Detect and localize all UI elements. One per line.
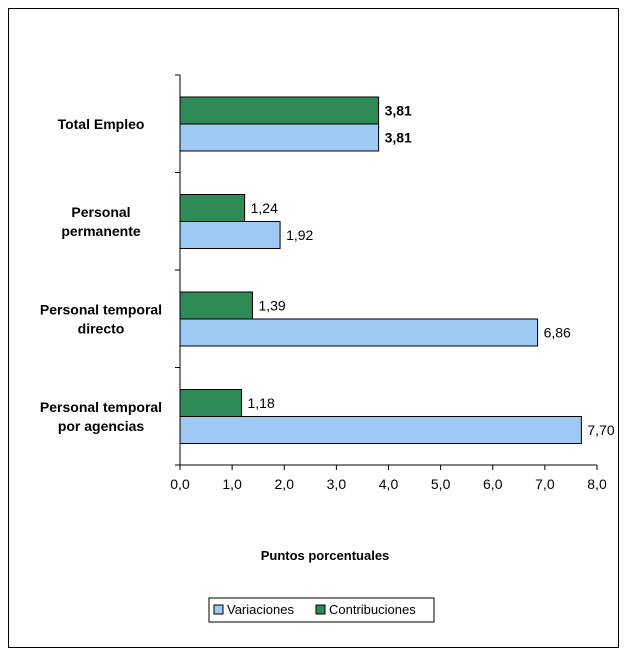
- bar-variaciones-1: [179, 221, 281, 249]
- legend-swatch-contribuciones: [315, 604, 326, 615]
- category-label-1-0: Personal: [71, 204, 130, 220]
- x-axis-title: Puntos porcentuales: [261, 548, 390, 563]
- bar-variaciones-2: [179, 318, 539, 347]
- x-tick-label-8: 8,0: [587, 476, 607, 492]
- category-label-2-1: directo: [78, 321, 125, 337]
- x-tick-label-7: 7,0: [535, 476, 555, 492]
- data-label-variaciones-3: 7,70: [587, 422, 614, 438]
- x-tick-label-0: 0,0: [170, 476, 190, 492]
- category-label-3-1: por agencias: [58, 418, 145, 434]
- data-label-variaciones-2: 6,86: [544, 325, 571, 341]
- legend-label-contribuciones: Contribuciones: [329, 602, 416, 617]
- x-tick-label-2: 2,0: [275, 476, 295, 492]
- x-tick-label-4: 4,0: [379, 476, 399, 492]
- bar-chart: 3,81 3,81 Total Empleo 1,24 1,92 Personal perm…: [40, 74, 615, 623]
- x-tick-label-3: 3,0: [327, 476, 347, 492]
- bar-contribuciones-3: [179, 389, 243, 417]
- legend-swatch-variaciones: [213, 604, 224, 615]
- category-label-0-0: Total Empleo: [58, 116, 145, 132]
- category-label-1-1: permanente: [61, 223, 141, 239]
- bar-variaciones-3: [179, 416, 582, 444]
- x-tick-label-6: 6,0: [483, 476, 503, 492]
- data-label-contribuciones-0: 3,81: [385, 103, 412, 119]
- bar-variaciones-0: [179, 123, 380, 152]
- data-label-variaciones-0: 3,81: [385, 130, 412, 146]
- data-label-contribuciones-3: 1,18: [248, 395, 275, 411]
- data-label-contribuciones-1: 1,24: [251, 200, 278, 216]
- legend-label-variaciones: Variaciones: [227, 602, 294, 617]
- bar-contribuciones-2: [179, 291, 253, 320]
- x-tick-label-5: 5,0: [431, 476, 451, 492]
- data-label-variaciones-1: 1,92: [286, 227, 313, 243]
- data-label-contribuciones-2: 1,39: [258, 298, 285, 314]
- bar-contribuciones-0: [179, 96, 380, 125]
- category-label-3-0: Personal temporal: [40, 399, 162, 415]
- category-label-2-0: Personal temporal: [40, 302, 162, 318]
- x-tick-label-1: 1,0: [222, 476, 242, 492]
- bar-contribuciones-1: [179, 194, 246, 222]
